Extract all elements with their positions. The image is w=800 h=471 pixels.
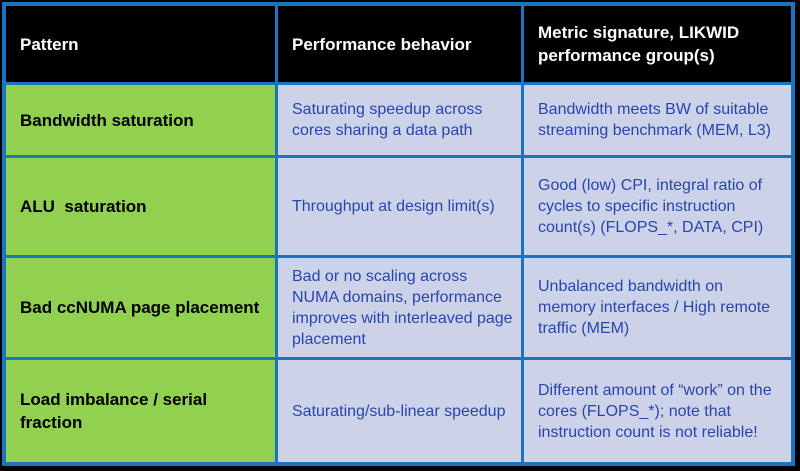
metric-text: Bandwidth meets BW of suitable streaming… xyxy=(538,101,771,139)
pattern-cell-alu-saturation: ALU saturation xyxy=(6,158,275,255)
metric-cell-bandwidth-saturation: Bandwidth meets BW of suitable streaming… xyxy=(524,85,791,155)
behavior-text: Saturating/sub-linear speedup xyxy=(292,402,506,420)
behavior-cell-bandwidth-saturation: Saturating speedup across cores sharing … xyxy=(278,85,521,155)
behavior-cell-alu-saturation: Throughput at design limit(s) xyxy=(278,158,521,255)
pattern-cell-bandwidth-saturation: Bandwidth saturation xyxy=(6,85,275,155)
metric-text: Different amount of “work” on the cores … xyxy=(538,381,772,441)
column-header-performance-behavior: Performance behavior xyxy=(278,6,521,82)
performance-pattern-table: Pattern Performance behavior Metric sign… xyxy=(2,2,795,466)
column-header-metric-signature: Metric signature, LIKWID performance gro… xyxy=(524,6,791,82)
pattern-cell-ccnuma-page-placement: Bad ccNUMA page placement xyxy=(6,258,275,357)
metric-cell-alu-saturation: Good (low) CPI, integral ratio of cycles… xyxy=(524,158,791,255)
column-header-metric-signature-label: Metric signature, LIKWID performance gro… xyxy=(538,23,740,65)
slide-canvas: Pattern Performance behavior Metric sign… xyxy=(2,2,795,466)
behavior-text: Throughput at design limit(s) xyxy=(292,198,495,215)
column-header-performance-behavior-label: Performance behavior xyxy=(292,34,472,54)
behavior-text: Saturating speedup across cores sharing … xyxy=(292,101,483,139)
pattern-label: Load imbalance / serial fraction xyxy=(20,390,212,432)
behavior-cell-load-imbalance: Saturating/sub-linear speedup xyxy=(278,360,521,462)
pattern-label: Bad ccNUMA page placement xyxy=(20,298,260,317)
pattern-label: ALU saturation xyxy=(20,197,147,216)
metric-text: Good (low) CPI, integral ratio of cycles… xyxy=(538,177,764,236)
behavior-text: Bad or no scaling across NUMA domains, p… xyxy=(292,267,513,348)
metric-cell-ccnuma-page-placement: Unbalanced bandwidth on memory interface… xyxy=(524,258,791,357)
metric-cell-load-imbalance: Different amount of “work” on the cores … xyxy=(524,360,791,462)
metric-text: Unbalanced bandwidth on memory interface… xyxy=(538,278,771,337)
behavior-cell-ccnuma-page-placement: Bad or no scaling across NUMA domains, p… xyxy=(278,258,521,357)
pattern-cell-load-imbalance: Load imbalance / serial fraction xyxy=(6,360,275,462)
column-header-pattern-label: Pattern xyxy=(20,34,79,54)
column-header-pattern: Pattern xyxy=(6,6,275,82)
pattern-label: Bandwidth saturation xyxy=(20,110,194,130)
